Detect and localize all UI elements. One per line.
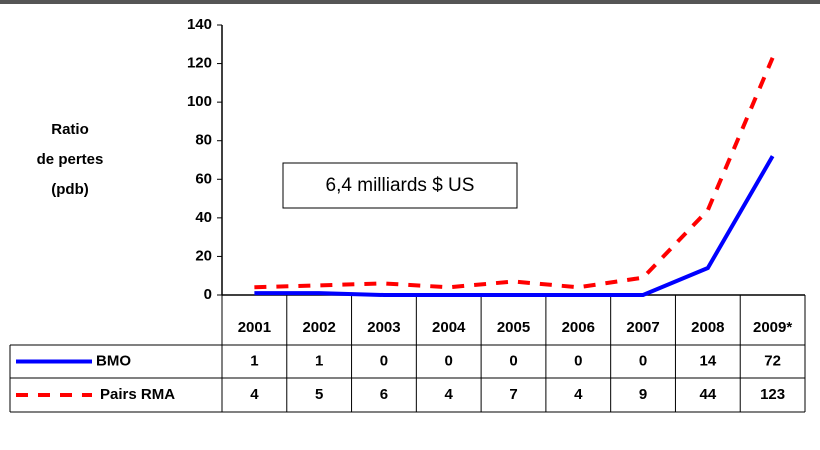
x-tick-label: 2006: [562, 319, 595, 336]
y-tick-label: 140: [187, 16, 212, 33]
top-bar: [0, 0, 820, 4]
y-axis-label: Ratio: [51, 121, 89, 138]
data-label: 4: [250, 386, 259, 403]
x-tick-label: 2009*: [753, 319, 792, 336]
data-label: 123: [760, 386, 785, 403]
data-label: 7: [509, 386, 517, 403]
x-tick-label: 2005: [497, 319, 530, 336]
y-tick-label: 20: [195, 247, 212, 264]
y-tick-label: 40: [195, 209, 212, 226]
x-tick-label: 2002: [302, 319, 335, 336]
data-label: 5: [315, 386, 323, 403]
annotation: 6,4 milliards $ US: [326, 175, 475, 196]
line: [254, 155, 775, 297]
data-label: 4: [574, 386, 583, 403]
data-label: 72: [764, 352, 781, 369]
y-tick-label: 120: [187, 55, 212, 72]
legend-label: BMO: [96, 352, 131, 369]
data-label: 0: [639, 352, 647, 369]
data-label: 0: [574, 352, 582, 369]
y-axis-label: (pdb): [51, 181, 88, 198]
data-label: 6: [380, 386, 388, 403]
legend-label: Pairs RMA: [100, 386, 175, 403]
x-tick-label: 2003: [367, 319, 400, 336]
data-label: 44: [699, 386, 716, 403]
y-axis-label: de pertes: [37, 151, 104, 168]
y-tick-label: 80: [195, 132, 212, 149]
y-tick-label: 0: [204, 286, 212, 303]
data-label: 9: [639, 386, 647, 403]
data-label: 0: [445, 352, 453, 369]
data-label: 1: [250, 352, 258, 369]
x-tick-label: 2007: [626, 319, 659, 336]
y-tick-label: 60: [195, 170, 212, 187]
annotation-box: [282, 162, 518, 209]
data-label: 4: [445, 386, 454, 403]
y-tick-label: 100: [187, 93, 212, 110]
x-tick-label: 2008: [691, 319, 724, 336]
data-label: 0: [380, 352, 388, 369]
data-label: 14: [699, 352, 716, 369]
x-tick-label: 2004: [432, 319, 466, 336]
data-label: 1: [315, 352, 323, 369]
data-label: 0: [509, 352, 517, 369]
x-tick-label: 2001: [238, 319, 271, 336]
